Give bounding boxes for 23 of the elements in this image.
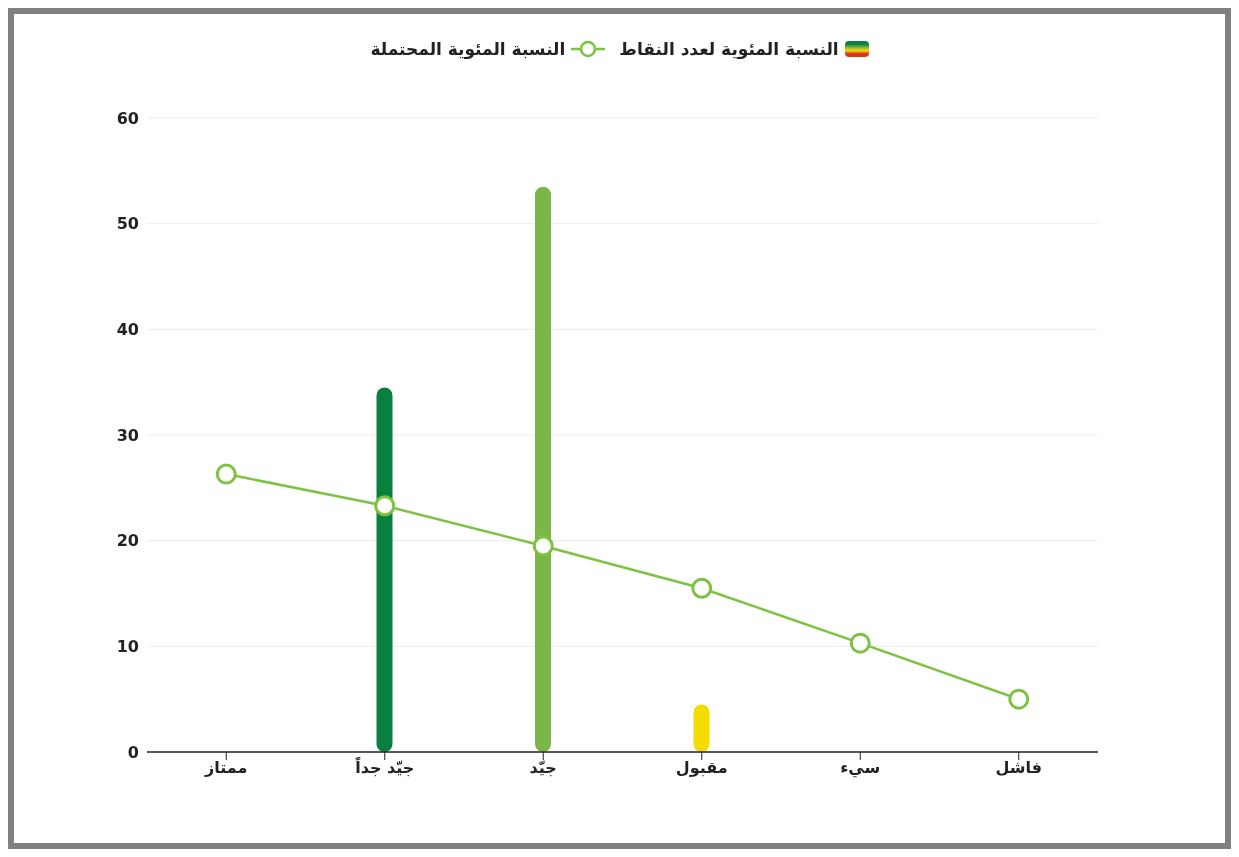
x-tick-label: جيّد جداً [354, 755, 415, 778]
x-tick-label: سيء [840, 758, 881, 779]
bar [376, 387, 393, 752]
y-tick-label: 10 [116, 637, 139, 657]
y-tick-label: 20 [116, 531, 139, 551]
point [374, 495, 396, 517]
point [691, 577, 713, 599]
y-tick-label: 0 [127, 742, 139, 762]
x-tick-label: فاشل [995, 758, 1042, 778]
bar [535, 186, 551, 752]
legend-label: النسبة المئوية المحتملة [370, 39, 566, 59]
x-tick-label: جيّد [529, 758, 557, 778]
legend-label: النسبة المئوية لعدد النقاط [619, 39, 839, 59]
x-tick-label: مقبول [675, 758, 728, 778]
point [532, 535, 554, 557]
y-tick-label: 30 [116, 425, 139, 445]
x-tick-label: ممتاز [204, 758, 248, 778]
point [215, 463, 237, 485]
y-tick-label: 60 [116, 108, 139, 128]
y-tick-label: 50 [116, 214, 139, 234]
point [849, 632, 871, 654]
point [1008, 688, 1030, 710]
y-tick-label: 40 [116, 320, 139, 340]
